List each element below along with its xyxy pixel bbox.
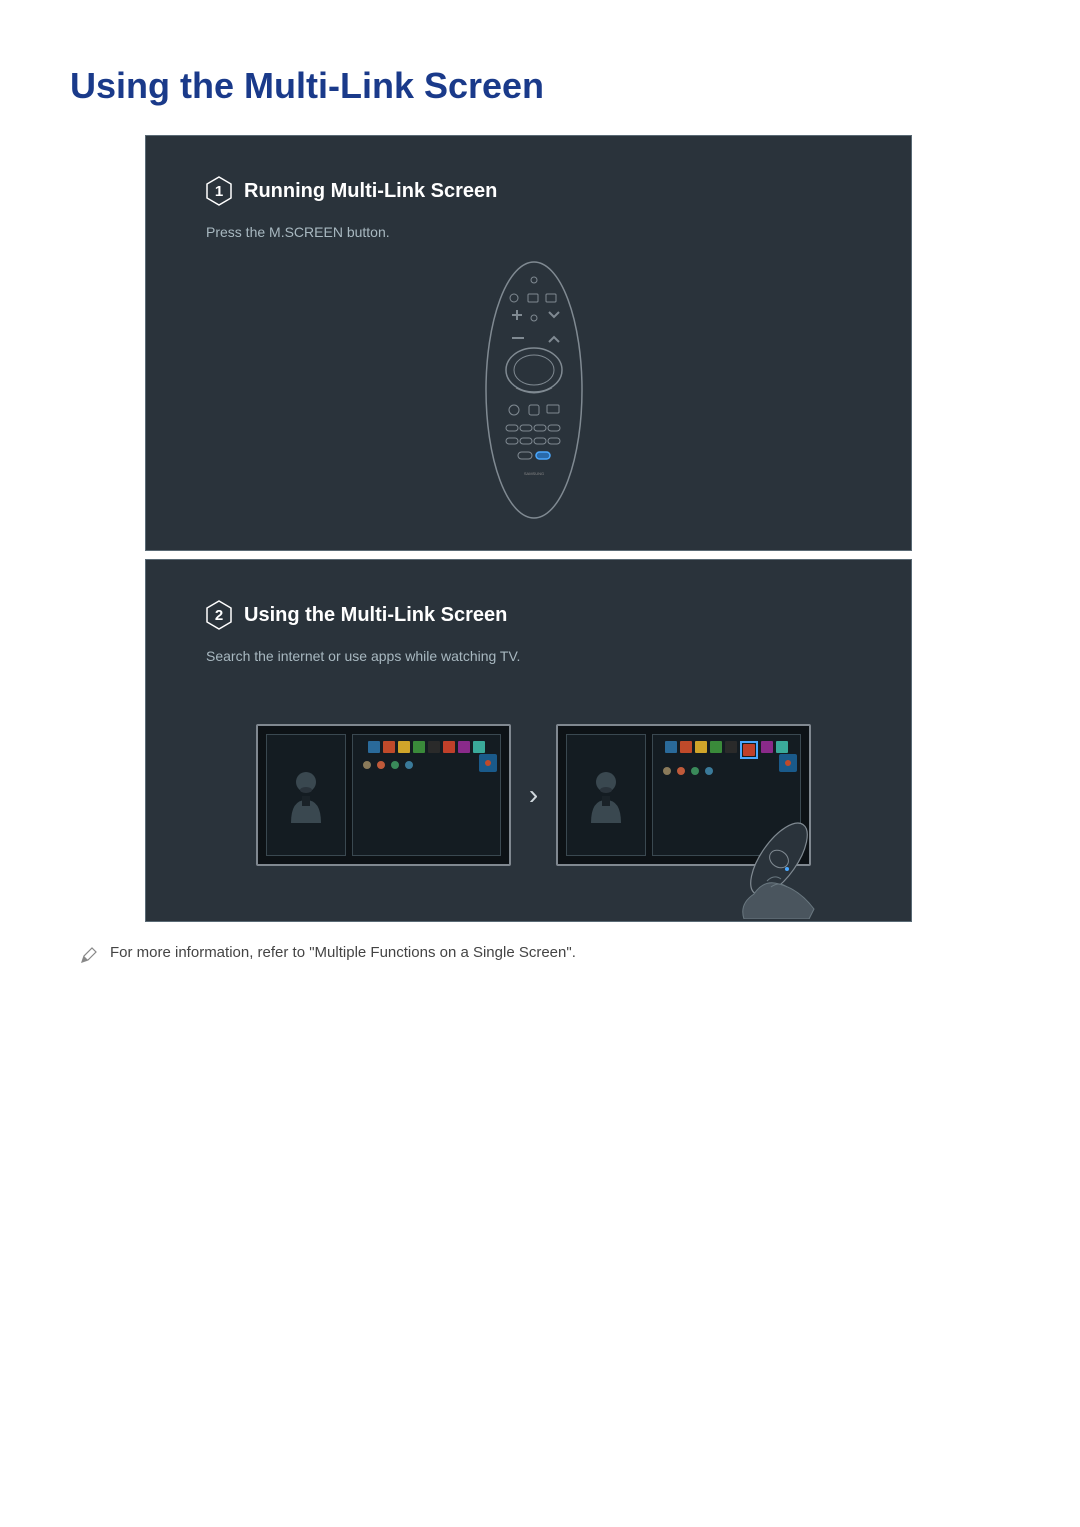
- app-row: [359, 741, 494, 753]
- sub-icon: [663, 767, 671, 775]
- app-row: [659, 741, 794, 759]
- app-icon: [368, 741, 380, 753]
- side-app-tile: [779, 754, 797, 772]
- sub-icon: [691, 767, 699, 775]
- step-badge-1: 1: [206, 176, 232, 206]
- section-title-2: Using the Multi-Link Screen: [244, 604, 507, 627]
- section-desc-2: Search the internet or use apps while wa…: [206, 648, 861, 664]
- sub-icon: [377, 761, 385, 769]
- step-badge-2: 2: [206, 600, 232, 630]
- step-number-1: 1: [215, 183, 223, 200]
- hand-remote-icon: [719, 819, 839, 919]
- app-icon: [398, 741, 410, 753]
- panel-running: 1 Running Multi-Link Screen Press the M.…: [145, 135, 912, 551]
- tv-screen-left: [256, 724, 511, 866]
- pencil-icon: [80, 946, 98, 964]
- sub-icon: [363, 761, 371, 769]
- page-title: Using the Multi-Link Screen: [70, 65, 1010, 107]
- app-icon: [473, 741, 485, 753]
- section-desc-1: Press the M.SCREEN button.: [206, 224, 861, 240]
- app-icon: [743, 744, 755, 756]
- footnote-text: For more information, refer to "Multiple…: [110, 944, 576, 961]
- sub-icon: [405, 761, 413, 769]
- footnote: For more information, refer to "Multiple…: [80, 944, 1010, 964]
- app-icon: [458, 741, 470, 753]
- section-title-1: Running Multi-Link Screen: [244, 180, 497, 203]
- app-icon: [443, 741, 455, 753]
- tv-video-pane: [266, 734, 346, 856]
- app-icon: [413, 741, 425, 753]
- app-icon: [428, 741, 440, 753]
- app-icon: [710, 741, 722, 753]
- sub-icon: [705, 767, 713, 775]
- tv-video-pane: [566, 734, 646, 856]
- app-icon: [695, 741, 707, 753]
- side-app-tile: [479, 754, 497, 772]
- tv-screen-right: [556, 724, 811, 866]
- app-icon: [383, 741, 395, 753]
- tv-comparison-row: ›: [206, 724, 861, 866]
- step-number-2: 2: [215, 607, 223, 624]
- remote-illustration: SAMSUNG: [206, 260, 861, 520]
- app-icon: [761, 741, 773, 753]
- section-header-1: 1 Running Multi-Link Screen: [206, 176, 861, 206]
- sub-icon-row: [363, 761, 494, 769]
- sub-icon-row: [663, 767, 794, 775]
- app-icon: [680, 741, 692, 753]
- arrow-icon: ›: [529, 779, 538, 811]
- app-highlight: [740, 741, 758, 759]
- svg-text:SAMSUNG: SAMSUNG: [523, 471, 543, 476]
- panel-using: 2 Using the Multi-Link Screen Search the…: [145, 559, 912, 922]
- sub-icon: [677, 767, 685, 775]
- section-header-2: 2 Using the Multi-Link Screen: [206, 600, 861, 630]
- tv-app-pane: [352, 734, 501, 856]
- sub-icon: [391, 761, 399, 769]
- app-icon: [776, 741, 788, 753]
- app-icon: [725, 741, 737, 753]
- app-icon: [665, 741, 677, 753]
